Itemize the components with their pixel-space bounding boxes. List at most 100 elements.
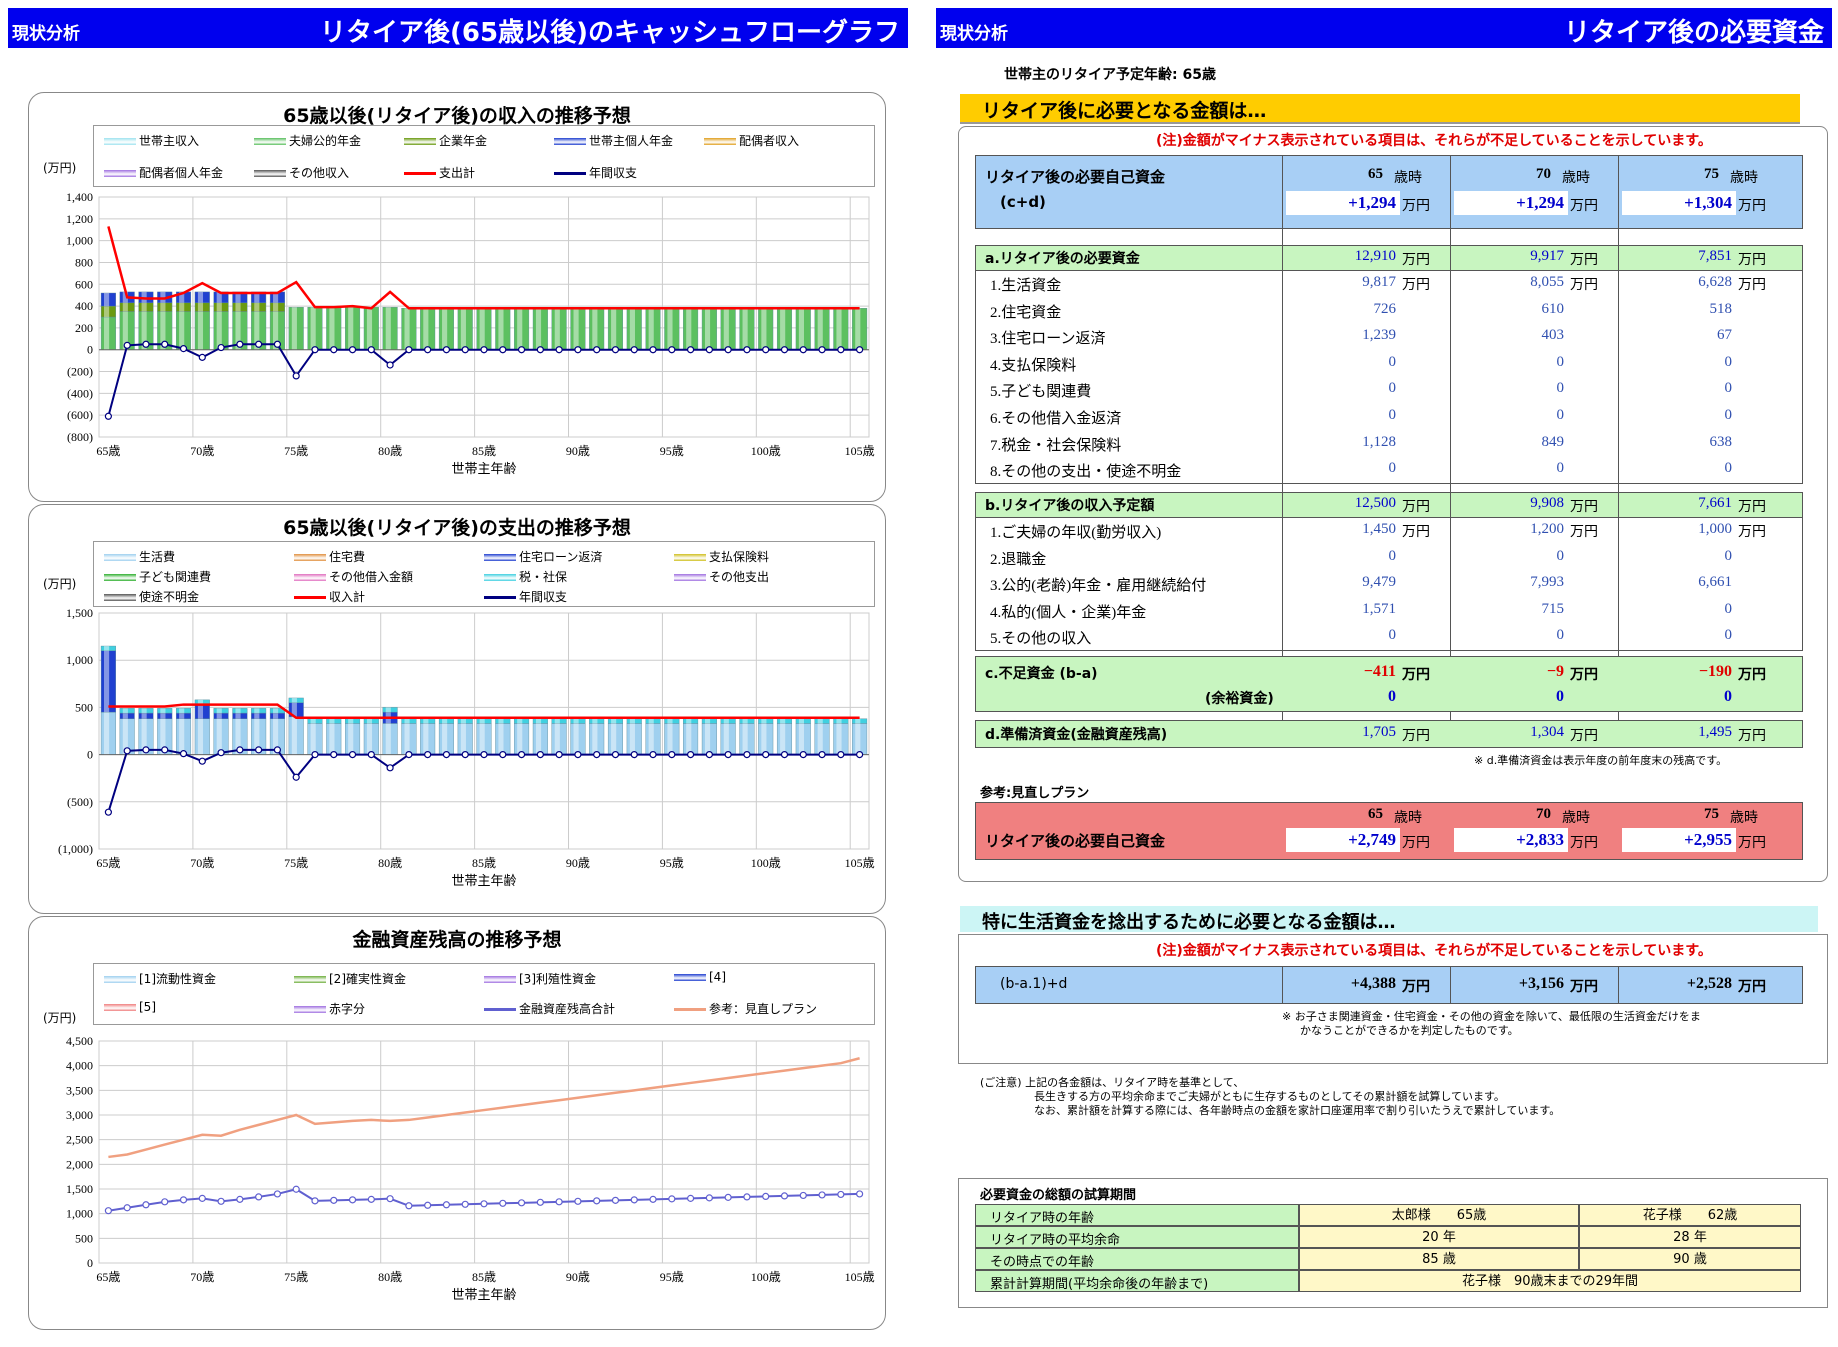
surplus-label: (余裕資金) xyxy=(1205,691,1274,707)
data-point xyxy=(574,751,582,759)
legend-item: 住宅ローン返済 xyxy=(484,548,602,565)
data-point xyxy=(762,1192,770,1200)
x-tick-label: 90歳 xyxy=(566,444,590,458)
y-tick-label: 500 xyxy=(75,700,93,714)
x-axis-label: 世帯主年齢 xyxy=(451,1288,516,1303)
bar-highlight xyxy=(216,302,222,312)
bar-highlight xyxy=(780,723,786,755)
row-unit: 万円 xyxy=(1570,278,1598,293)
bar-highlight xyxy=(216,708,222,714)
legend-label: 金融資産残高合計 xyxy=(519,1002,616,1016)
data-point xyxy=(461,346,469,354)
x-axis-label: 世帯主年齢 xyxy=(451,874,516,889)
prepared-fund-value: 1,705 xyxy=(1362,724,1396,740)
legend-swatch xyxy=(254,170,286,177)
bar-highlight xyxy=(742,723,748,755)
bar xyxy=(213,708,229,714)
bar-highlight xyxy=(611,723,617,755)
section-header-label: b.リタイア後の収入予定額 xyxy=(985,498,1155,514)
row-value: 0 xyxy=(1724,380,1733,397)
section-total: 9,917 xyxy=(1530,248,1564,264)
data-point xyxy=(236,1195,244,1203)
review-age: 65 xyxy=(1368,806,1383,822)
data-point xyxy=(367,751,375,759)
assets-chart-plot: 4,500 4,000 3,500 3,000 2,500 2,000 1,500 1,000… xyxy=(66,1034,875,1303)
bar-highlight xyxy=(103,317,110,350)
bar-highlight xyxy=(686,718,692,724)
row-value: 1,571 xyxy=(1362,600,1396,617)
income-chart-title: 65歳以後(リタイア後)の収入の推移予想 xyxy=(283,105,631,127)
data-point xyxy=(442,1201,451,1209)
income-unit-label: (万円) xyxy=(43,161,77,175)
data-point xyxy=(630,751,638,759)
data-point xyxy=(818,346,826,354)
x-tick-label: 75歳 xyxy=(284,444,308,458)
row-value: 67 xyxy=(1717,327,1732,344)
legend-item: その他支出 xyxy=(674,568,769,585)
bar-highlight xyxy=(103,650,110,713)
legend-item: 税・社保 xyxy=(484,568,567,585)
section-total: 9,908 xyxy=(1530,495,1564,511)
data-point xyxy=(311,751,319,759)
legend-swatch xyxy=(294,976,326,983)
data-point xyxy=(330,1196,338,1204)
section-total-unit: 万円 xyxy=(1402,499,1430,515)
bar-highlight xyxy=(780,718,786,724)
legend-swatch xyxy=(294,554,326,561)
period-value: 20 年 xyxy=(1299,1226,1579,1248)
y-tick-label: 4,500 xyxy=(66,1034,93,1048)
legend-label: 住宅ローン返済 xyxy=(519,550,603,564)
legend-item: [2]確実性資金 xyxy=(294,970,406,987)
data-point xyxy=(856,751,864,759)
legend-item: [5] xyxy=(104,1000,156,1014)
x-tick-label: 80歳 xyxy=(378,856,402,870)
legend-label: 年間収支 xyxy=(589,166,638,180)
data-point xyxy=(593,346,601,354)
data-point xyxy=(762,751,770,759)
expense-chart-panel: 65歳以後(リタイア後)の支出の推移予想 生活費 住宅費 住宅ローン返済 支払保険料子… xyxy=(28,504,886,914)
bar-highlight xyxy=(179,713,185,719)
x-tick-label: 100歳 xyxy=(751,444,781,458)
data-point xyxy=(799,1191,807,1200)
shortfall-label: c.不足資金 (b-a) xyxy=(985,666,1098,682)
bar-highlight xyxy=(723,718,729,724)
review-unit: 万円 xyxy=(1402,835,1430,851)
bar xyxy=(288,697,304,703)
data-point xyxy=(743,751,751,759)
shortfall-value: −190 xyxy=(1698,663,1732,680)
data-point xyxy=(311,346,319,354)
living-value: +2,528 xyxy=(1686,975,1732,992)
data-point xyxy=(686,751,695,759)
review-value-box xyxy=(1286,828,1400,852)
series-line xyxy=(108,1057,860,1159)
data-point xyxy=(405,346,413,354)
row-value: 0 xyxy=(1724,407,1733,423)
data-point xyxy=(837,346,845,354)
data-point xyxy=(705,1194,713,1202)
data-point xyxy=(292,773,300,781)
data-point xyxy=(799,346,807,354)
bar-highlight xyxy=(460,308,466,350)
bar-highlight xyxy=(197,302,204,312)
data-point xyxy=(762,346,770,354)
row-value: 1,239 xyxy=(1362,327,1396,344)
data-point xyxy=(179,1196,188,1204)
section1-title: リタイア後に必要となる金額は… xyxy=(982,100,1267,122)
row-unit: 万円 xyxy=(1738,278,1766,293)
living-value: +3,156 xyxy=(1518,975,1564,992)
legend-label: 子ども関連費 xyxy=(139,570,212,584)
retire-age-text: 世帯主のリタイア予定年齢: 65歳 xyxy=(1004,67,1216,83)
y-tick-label: 500 xyxy=(75,1231,93,1245)
data-point xyxy=(104,808,112,816)
bar-highlight xyxy=(179,311,185,350)
x-tick-label: 70歳 xyxy=(190,1270,214,1284)
legend-label: その他収入 xyxy=(289,166,350,180)
bar xyxy=(251,708,267,714)
legend-label: 生活費 xyxy=(139,550,176,564)
data-point xyxy=(593,1197,601,1205)
prepared-fund-label: d.準備済資金(金融資産残高) xyxy=(985,727,1168,743)
legend-swatch xyxy=(554,138,586,145)
bar-highlight xyxy=(310,718,316,724)
bar-highlight xyxy=(704,723,711,755)
legend-label: 収入計 xyxy=(329,590,366,604)
